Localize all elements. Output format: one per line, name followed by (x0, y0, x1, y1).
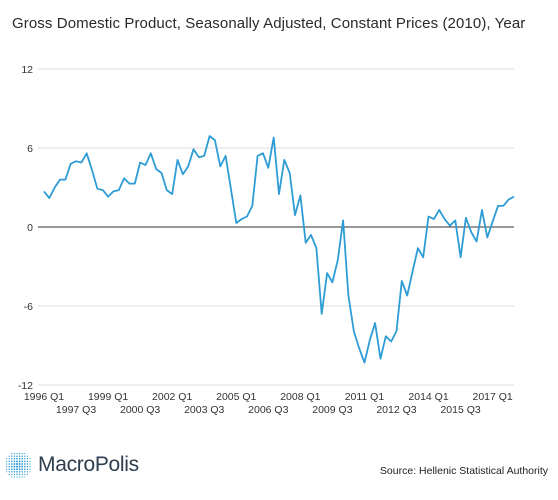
y-axis-ticks: 12 6 0 -6 -12 (18, 64, 33, 392)
chart-title: Gross Domestic Product, Seasonally Adjus… (12, 15, 526, 32)
x-tick-label: 2009 Q3 (312, 404, 352, 416)
x-tick-label: 2003 Q3 (184, 404, 224, 416)
x-tick-label: 2005 Q1 (216, 391, 256, 403)
series-group (43, 135, 515, 364)
dotted-globe-icon (5, 452, 31, 478)
grid (38, 68, 514, 386)
y-tick-label: 0 (27, 222, 33, 234)
x-tick-label: 2000 Q3 (120, 404, 160, 416)
brand-name: MacroPolis (38, 453, 139, 476)
x-tick-label: 1996 Q1 (24, 391, 64, 403)
y-tick-label: -6 (24, 301, 33, 313)
brand-logo: MacroPolis (2, 448, 139, 482)
x-tick-label: 1997 Q3 (56, 404, 96, 416)
x-tick-label: 2008 Q1 (280, 391, 320, 403)
y-tick-label: 12 (21, 64, 33, 76)
x-tick-label: 2014 Q1 (408, 391, 448, 403)
x-tick-label: 2015 Q3 (440, 404, 480, 416)
x-tick-label: 2002 Q1 (152, 391, 192, 403)
y-tick-label: 6 (27, 143, 33, 155)
y-tick-label: -12 (18, 380, 33, 392)
source-note: Source: Hellenic Statistical Authority (379, 465, 548, 477)
x-tick-label: 2012 Q3 (376, 404, 416, 416)
x-tick-label: 2006 Q3 (248, 404, 288, 416)
gdp-series-line (43, 135, 515, 364)
x-tick-label: 2017 Q1 (472, 391, 512, 403)
x-tick-label: 1999 Q1 (88, 391, 128, 403)
x-tick-label: 2011 Q1 (345, 391, 385, 403)
x-axis-ticks: 1996 Q1 1999 Q1 2002 Q1 2005 Q1 2008 Q1 2011 … (24, 391, 513, 416)
